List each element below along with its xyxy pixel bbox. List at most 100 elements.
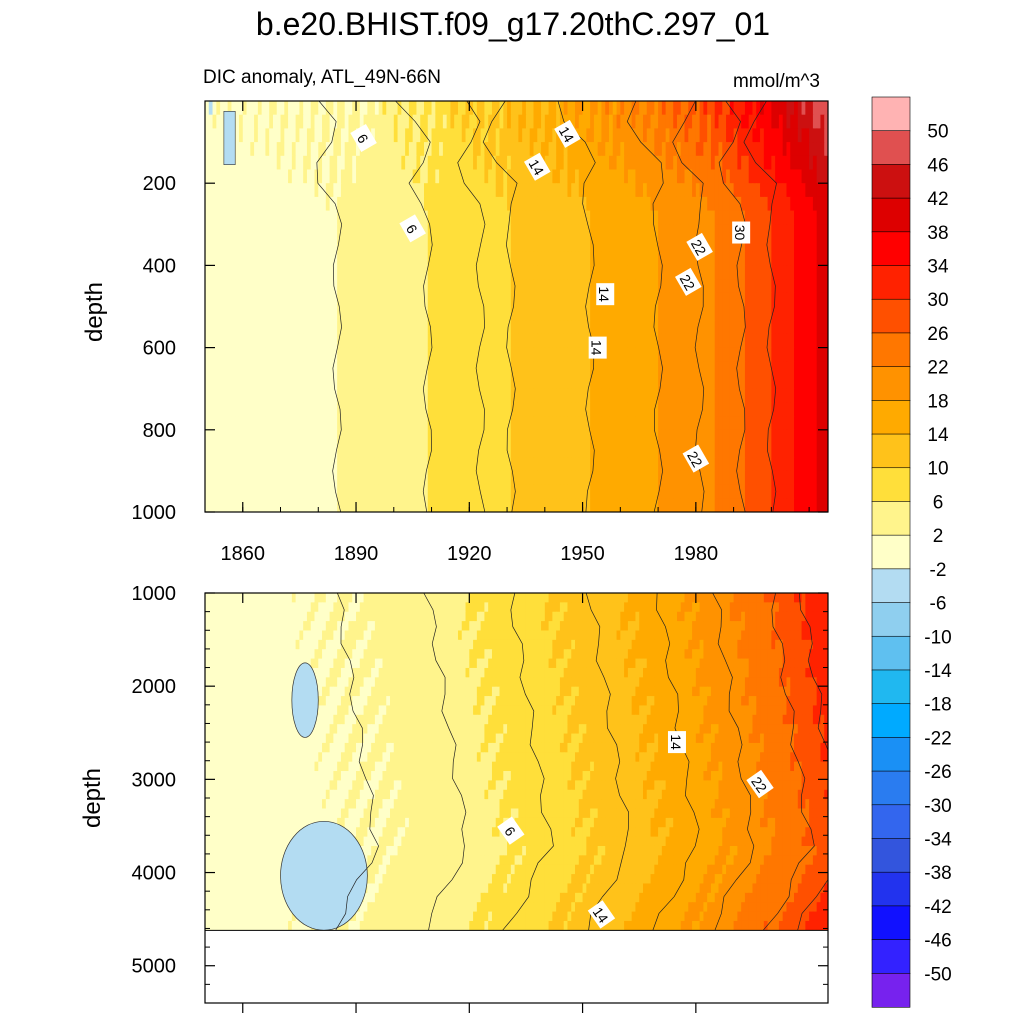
- top-field-cell: [631, 265, 637, 280]
- top-field-cell: [654, 416, 659, 431]
- top-field-cell: [612, 101, 618, 116]
- top-field-cell: [371, 292, 376, 308]
- top-field-cell: [457, 183, 463, 198]
- top-field-cell: [333, 333, 338, 349]
- top-field-cell: [673, 402, 678, 417]
- top-field-cell: [329, 457, 334, 472]
- top-field-cell: [737, 320, 742, 335]
- top-field-cell: [491, 238, 497, 253]
- top-field-cell: [703, 279, 708, 294]
- top-field-cell: [280, 375, 285, 390]
- top-field-cell: [552, 196, 557, 212]
- top-field-cell: [794, 429, 799, 445]
- top-field-cell: [616, 416, 621, 431]
- top-field-cell: [525, 251, 531, 266]
- top-field-cell: [363, 416, 368, 431]
- top-field-cell: [575, 375, 580, 390]
- top-field-cell: [778, 128, 784, 143]
- top-field-cell: [805, 498, 810, 512]
- top-field-cell: [344, 183, 350, 198]
- top-field-cell: [752, 101, 757, 116]
- top-field-cell: [824, 169, 828, 184]
- top-field-cell: [559, 470, 565, 486]
- top-field-cell: [212, 306, 217, 321]
- top-field-cell: [537, 484, 542, 499]
- top-field-cell: [212, 292, 217, 308]
- top-field-cell: [208, 498, 214, 512]
- top-field-cell: [333, 210, 338, 225]
- top-field-cell: [552, 238, 557, 253]
- top-field-cell: [733, 251, 738, 266]
- top-field-cell: [216, 320, 221, 335]
- top-field-cell: [257, 361, 263, 376]
- top-field-cell: [476, 429, 482, 445]
- top-field-cell: [390, 429, 395, 445]
- top-field-cell: [412, 155, 418, 171]
- top-field-cell: [518, 265, 523, 280]
- top-field-cell: [450, 333, 455, 349]
- top-field-cell: [778, 183, 784, 198]
- top-field-cell: [710, 128, 716, 143]
- top-field-cell: [337, 306, 342, 321]
- top-field-cell: [488, 210, 493, 225]
- top-field-cell: [257, 443, 263, 458]
- top-field-cell: [284, 402, 289, 417]
- top-field-cell: [420, 210, 425, 225]
- top-field-cell: [650, 429, 655, 445]
- top-field-cell: [382, 169, 387, 184]
- top-field-cell: [352, 333, 357, 349]
- top-field-cell: [778, 279, 784, 294]
- top-field-cell: [612, 279, 618, 294]
- top-field-cell: [378, 101, 384, 116]
- top-field-cell: [333, 224, 338, 239]
- top-field-cell: [340, 155, 346, 171]
- top-field-cell: [299, 114, 304, 129]
- top-field-cell: [510, 169, 516, 184]
- top-field-cell: [812, 347, 818, 362]
- top-field-cell: [272, 429, 278, 445]
- top-field-cell: [529, 320, 535, 335]
- top-field-cell: [212, 457, 217, 472]
- top-field-cell: [476, 155, 482, 171]
- top-field-cell: [559, 169, 565, 184]
- top-field-cell: [548, 114, 553, 129]
- top-field-cell: [673, 484, 678, 499]
- top-field-cell: [578, 388, 584, 403]
- top-field-cell: [216, 375, 221, 390]
- top-field-cell: [299, 128, 304, 143]
- top-field-cell: [250, 443, 255, 458]
- top-field-cell: [333, 155, 338, 171]
- top-field-cell: [514, 347, 519, 362]
- top-field-cell: [544, 320, 550, 335]
- top-field-cell: [624, 333, 629, 349]
- top-field-cell: [627, 155, 633, 171]
- top-field-cell: [778, 224, 784, 239]
- top-field-cell: [306, 114, 312, 129]
- top-field-cell: [786, 333, 791, 349]
- top-field-cell: [431, 183, 436, 198]
- top-field-cell: [790, 169, 795, 184]
- top-field-cell: [597, 155, 603, 171]
- top-field-cell: [756, 470, 761, 486]
- top-field-cell: [465, 128, 470, 143]
- top-field-cell: [299, 484, 304, 499]
- top-field-cell: [284, 375, 289, 390]
- top-field-cell: [306, 320, 312, 335]
- top-field-cell: [688, 484, 693, 499]
- top-field-cell: [529, 470, 535, 486]
- top-field-cell: [284, 114, 289, 129]
- top-field-cell: [571, 402, 576, 417]
- top-field-cell: [571, 279, 576, 294]
- top-field-cell: [748, 155, 754, 171]
- top-field-cell: [288, 238, 293, 253]
- top-field-cell: [763, 196, 769, 212]
- top-field-cell: [337, 361, 342, 376]
- top-field-cell: [254, 224, 259, 239]
- top-field-cell: [548, 128, 553, 143]
- top-field-cell: [703, 429, 708, 445]
- top-field-cell: [246, 292, 251, 308]
- top-field-cell: [654, 333, 659, 349]
- top-field-cell: [620, 388, 625, 403]
- top-field-cell: [476, 169, 482, 184]
- top-field-cell: [824, 443, 828, 458]
